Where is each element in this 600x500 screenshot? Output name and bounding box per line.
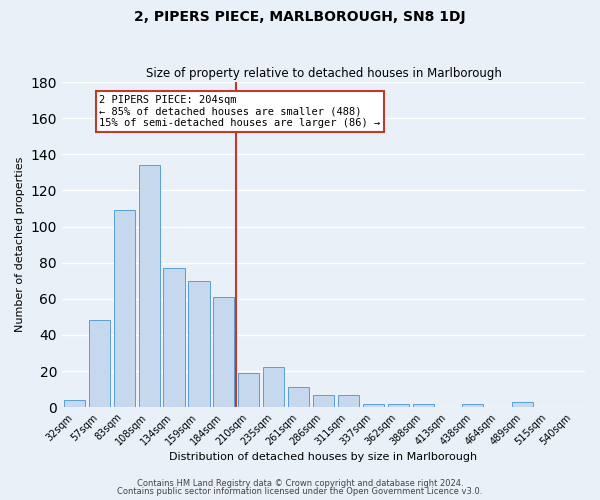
Bar — [362, 404, 384, 407]
Bar — [213, 297, 235, 407]
Bar — [238, 373, 259, 407]
Bar — [139, 165, 160, 407]
Text: Contains public sector information licensed under the Open Government Licence v3: Contains public sector information licen… — [118, 487, 482, 496]
Bar — [113, 210, 135, 407]
Bar — [64, 400, 85, 407]
Title: Size of property relative to detached houses in Marlborough: Size of property relative to detached ho… — [146, 66, 502, 80]
Bar — [263, 368, 284, 407]
X-axis label: Distribution of detached houses by size in Marlborough: Distribution of detached houses by size … — [169, 452, 478, 462]
Text: Contains HM Land Registry data © Crown copyright and database right 2024.: Contains HM Land Registry data © Crown c… — [137, 478, 463, 488]
Bar — [188, 280, 209, 407]
Y-axis label: Number of detached properties: Number of detached properties — [15, 157, 25, 332]
Bar — [413, 404, 434, 407]
Text: 2 PIPERS PIECE: 204sqm
← 85% of detached houses are smaller (488)
15% of semi-de: 2 PIPERS PIECE: 204sqm ← 85% of detached… — [99, 94, 380, 128]
Bar — [463, 404, 484, 407]
Bar — [338, 394, 359, 407]
Bar — [388, 404, 409, 407]
Bar — [89, 320, 110, 407]
Bar — [163, 268, 185, 407]
Bar — [313, 394, 334, 407]
Bar — [288, 388, 309, 407]
Bar — [512, 402, 533, 407]
Text: 2, PIPERS PIECE, MARLBOROUGH, SN8 1DJ: 2, PIPERS PIECE, MARLBOROUGH, SN8 1DJ — [134, 10, 466, 24]
